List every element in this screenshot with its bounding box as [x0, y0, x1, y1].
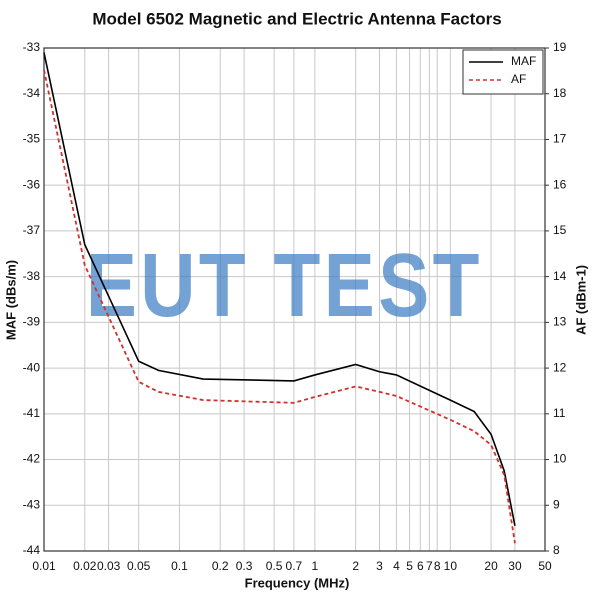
- y2-tick-label: 10: [553, 452, 567, 466]
- legend-label: MAF: [511, 54, 536, 68]
- legend-box: [462, 49, 544, 95]
- y2-tick-label: 9: [553, 497, 560, 511]
- x-tick-label: 50: [538, 559, 552, 573]
- x-tick-label: 10: [444, 559, 458, 573]
- x-tick-label: 6: [417, 559, 424, 573]
- x-tick-label: 0.5: [266, 559, 283, 573]
- x-tick-label: 5: [406, 559, 413, 573]
- y2-axis-label: AF (dBm-1): [573, 265, 588, 335]
- y-tick-label: -35: [23, 132, 41, 146]
- x-tick-label: 0.3: [236, 559, 253, 573]
- y-tick-label: -42: [23, 452, 41, 466]
- watermark: EUT TEST: [86, 234, 483, 335]
- x-tick-label: 1: [312, 559, 319, 573]
- x-tick-label: 0.02: [73, 559, 97, 573]
- y-tick-label: -37: [23, 223, 41, 237]
- x-axis-label: Frequency (MHz): [245, 575, 350, 590]
- y-tick-label: -41: [23, 406, 41, 420]
- x-tick-label: 8: [434, 559, 441, 573]
- chart-title: Model 6502 Magnetic and Electric Antenna…: [92, 9, 501, 28]
- y-tick-label: -43: [23, 497, 41, 511]
- x-tick-label: 7: [426, 559, 433, 573]
- y-tick-label: -44: [23, 543, 41, 557]
- y2-tick-label: 15: [553, 223, 567, 237]
- x-tick-label: 4: [393, 559, 400, 573]
- y2-tick-label: 18: [553, 86, 567, 100]
- x-tick-label: 20: [484, 559, 498, 573]
- y-axis-label: MAF (dBs/m): [3, 260, 18, 340]
- series-line: [43, 52, 516, 527]
- y-tick-label: -36: [23, 177, 41, 191]
- y-tick-label: -40: [23, 360, 41, 374]
- x-tick-label: 0.01: [32, 559, 56, 573]
- y-tick-label: -38: [23, 269, 41, 283]
- y-tick-label: -34: [23, 86, 41, 100]
- x-tick-label: 30: [508, 559, 522, 573]
- legend: MAF AF: [462, 49, 544, 95]
- y2-tick-label: 12: [553, 360, 567, 374]
- y-tick-label: -33: [23, 40, 41, 54]
- y2-tick-label: 16: [553, 177, 567, 191]
- y2-tick-label: 14: [553, 269, 567, 283]
- legend-label: AF: [511, 72, 526, 86]
- y-tick-label: -39: [23, 315, 41, 329]
- x-tick-label: 2: [352, 559, 359, 573]
- x-tick-label: 0.7: [286, 559, 303, 573]
- y2-tick-label: 11: [553, 406, 566, 420]
- plot-frame: [43, 47, 546, 552]
- x-tick-label: 0.03: [97, 559, 121, 573]
- x-tick-label: 0.05: [127, 559, 151, 573]
- y2-tick-label: 19: [553, 40, 567, 54]
- y2-tick-label: 17: [553, 132, 567, 146]
- x-tick-label: 0.1: [171, 559, 188, 573]
- y2-tick-label: 8: [553, 543, 560, 557]
- x-tick-label: 3: [376, 559, 383, 573]
- x-tick-label: 0.2: [212, 559, 229, 573]
- y2-tick-label: 13: [553, 315, 567, 329]
